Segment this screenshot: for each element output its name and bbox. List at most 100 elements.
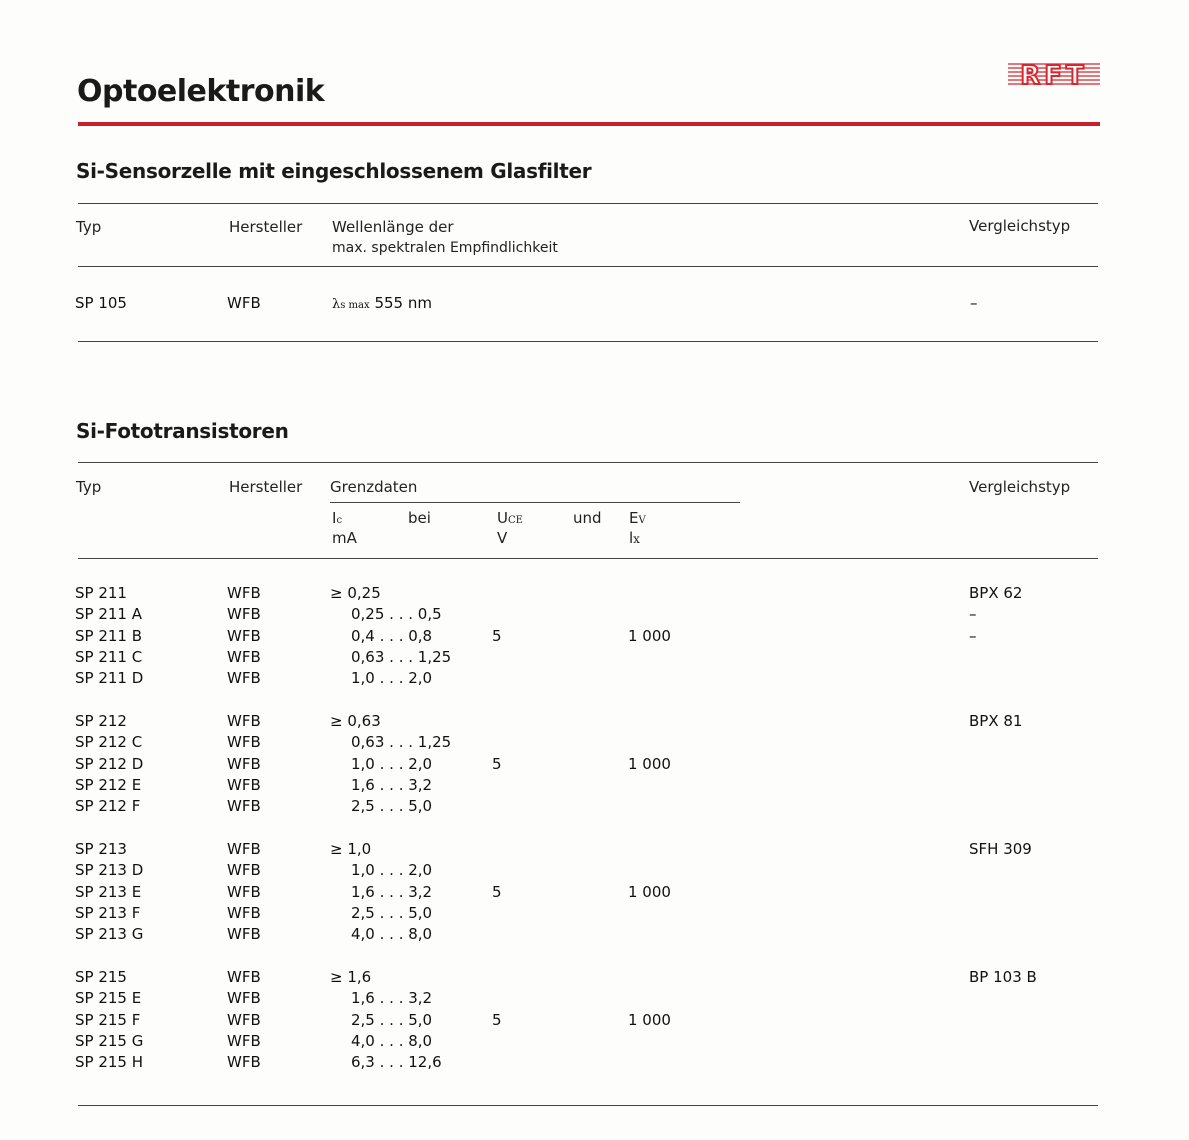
divider [78, 1105, 1098, 1106]
cell-typ: SP 105 [75, 294, 127, 312]
cell-hersteller: WFB [227, 1053, 261, 1072]
header-ev-unit: lx [629, 529, 640, 547]
header-typ: Typ [76, 478, 102, 496]
cell-vergleichstyp: – [970, 294, 978, 312]
lambda-symbol: λ [332, 297, 341, 312]
cell-typ: SP 215 E [75, 989, 142, 1008]
cell-uce: 5 [492, 1010, 502, 1029]
section-title: Si-Fototransistoren [76, 419, 289, 443]
cell-typ: SP 212 F [75, 797, 141, 816]
cell-typ: SP 213 E [75, 882, 142, 901]
cell-hersteller: WFB [227, 754, 261, 773]
cell-ic: 0,4 . . . 0,8 [351, 626, 433, 645]
cell-ic: 2,5 . . . 5,0 [351, 797, 433, 816]
cell-typ: SP 211 [75, 584, 127, 602]
cell-ic: 2,5 . . . 5,0 [351, 1010, 433, 1029]
cell-ev: 1 000 [628, 626, 671, 645]
cell-ic: 1,0 . . . 2,0 [351, 669, 433, 688]
header-wellenlaenge: Wellenlänge der [332, 218, 454, 236]
cell-hersteller: WFB [227, 882, 261, 901]
header-wellenlaenge-2: max. spektralen Empfindlichkeit [332, 240, 558, 256]
cell-vergleichstyp: SFH 309 [969, 840, 1032, 858]
cell-hersteller: WFB [227, 712, 261, 730]
cell-ic: 2,5 . . . 5,0 [351, 903, 433, 922]
page-title: Optoelektronik [77, 74, 325, 109]
cell-hersteller: WFB [227, 775, 261, 794]
cell-typ: SP 213 [75, 840, 127, 858]
header-uce-unit: V [497, 529, 508, 547]
cell-uce: 5 [492, 754, 502, 773]
divider [78, 266, 1098, 267]
title-divider [78, 122, 1100, 126]
header-grenzdaten: Grenzdaten [330, 478, 418, 496]
cell-typ: SP 215 [75, 968, 127, 986]
cell-ic: 6,3 . . . 12,6 [351, 1053, 442, 1072]
cell-hersteller: WFB [227, 1031, 261, 1050]
cell-hersteller: WFB [227, 294, 261, 312]
cell-ic: 4,0 . . . 8,0 [351, 925, 433, 944]
cell-typ: SP 212 C [75, 733, 143, 752]
cell-typ: SP 211 A [75, 605, 142, 624]
header-hersteller: Hersteller [229, 218, 303, 236]
cell-hersteller: WFB [227, 605, 261, 624]
rft-logo: RFT [1008, 60, 1100, 88]
cell-ic: ≥ 0,63 [330, 712, 381, 730]
cell-typ: SP 213 F [75, 903, 141, 922]
cell-typ: SP 213 D [75, 861, 144, 880]
divider [78, 558, 1098, 559]
cell-typ: SP 215 H [75, 1053, 144, 1072]
header-ev: EV [629, 509, 646, 527]
cell-ic: 1,0 . . . 2,0 [351, 861, 433, 880]
cell-hersteller: WFB [227, 733, 261, 752]
cell-ic: ≥ 1,0 [330, 840, 372, 858]
cell-uce: 5 [492, 626, 502, 645]
cell-typ: SP 211 B [75, 626, 143, 645]
cell-hersteller: WFB [227, 647, 261, 666]
cell-vergleichstyp: BP 103 B [969, 968, 1037, 986]
header-uce: UCE [497, 509, 523, 527]
header-bei: bei [408, 509, 431, 527]
lambda-subscript: s max [340, 300, 370, 311]
divider [78, 203, 1098, 204]
grenzdaten-underline [330, 502, 740, 503]
cell-ev: 1 000 [628, 754, 671, 773]
cell-hersteller: WFB [227, 669, 261, 688]
header-hersteller: Hersteller [229, 478, 303, 496]
svg-text:RFT: RFT [1020, 61, 1088, 88]
cell-hersteller: WFB [227, 861, 261, 880]
header-ic-unit: mA [332, 529, 357, 547]
cell-ic: 1,6 . . . 3,2 [351, 882, 433, 901]
cell-ic: 0,25 . . . 0,5 [351, 605, 442, 624]
header-ic: Ic [332, 509, 343, 527]
cell-ic: 4,0 . . . 8,0 [351, 1031, 433, 1050]
cell-typ: SP 211 C [75, 647, 143, 666]
header-und: und [573, 509, 602, 527]
cell-vergleichstyp: BPX 62 [969, 584, 1023, 602]
cell-vergleichstyp: BPX 81 [969, 712, 1023, 730]
cell-ic: 0,63 . . . 1,25 [351, 733, 452, 752]
cell-hersteller: WFB [227, 968, 261, 986]
cell-hersteller: WFB [227, 903, 261, 922]
cell-hersteller: WFB [227, 797, 261, 816]
cell-ic: ≥ 1,6 [330, 968, 372, 986]
cell-ev: 1 000 [628, 1010, 671, 1029]
cell-hersteller: WFB [227, 626, 261, 645]
divider [78, 462, 1098, 463]
cell-vergleichstyp: – [969, 605, 977, 624]
cell-typ: SP 212 [75, 712, 127, 730]
cell-typ: SP 212 D [75, 754, 144, 773]
header-typ: Typ [76, 218, 102, 236]
wavelength-value: 555 nm [374, 294, 432, 312]
divider [78, 341, 1098, 342]
cell-ic: 0,63 . . . 1,25 [351, 647, 452, 666]
section-title: Si-Sensorzelle mit eingeschlossenem Glas… [76, 159, 592, 183]
cell-hersteller: WFB [227, 925, 261, 944]
cell-ic: 1,6 . . . 3,2 [351, 989, 433, 1008]
cell-hersteller: WFB [227, 584, 261, 602]
cell-ic: 1,6 . . . 3,2 [351, 775, 433, 794]
cell-typ: SP 211 D [75, 669, 144, 688]
cell-typ: SP 213 G [75, 925, 144, 944]
header-vergleichstyp: Vergleichstyp [969, 478, 1071, 496]
cell-ic: 1,0 . . . 2,0 [351, 754, 433, 773]
